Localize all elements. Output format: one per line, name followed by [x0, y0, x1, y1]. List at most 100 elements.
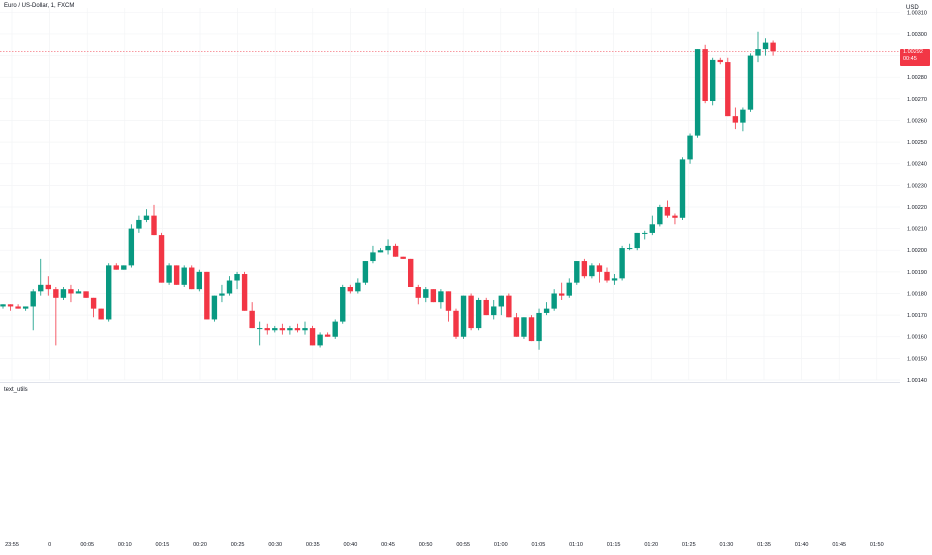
currency-label[interactable]: USD: [906, 5, 919, 11]
candle-body: [317, 334, 323, 346]
candle-body: [423, 289, 429, 298]
candle-body: [385, 245, 391, 251]
candle-body: [340, 287, 346, 322]
time-axis[interactable]: 23:55 0 00:05 00:10 00:15 00:20 00:25 00:30 00:3…: [5, 542, 884, 548]
candle-body: [53, 289, 59, 298]
candle-body: [664, 206, 671, 216]
candle-body: [113, 265, 119, 270]
price-tick-label: 1.00260: [907, 118, 927, 124]
indicator-label[interactable]: text_utils: [4, 387, 28, 393]
candle-body: [521, 317, 527, 337]
candle-body: [128, 228, 135, 266]
last-price-value: 1.00292: [903, 49, 923, 55]
candle-body: [400, 256, 406, 259]
candle-body: [649, 224, 655, 233]
candle-body: [219, 293, 225, 296]
candle-body: [22, 306, 29, 309]
candle-body: [604, 271, 610, 281]
time-tick-label: 01:30: [720, 542, 734, 548]
candle-body: [106, 265, 112, 320]
candle-body: [483, 299, 489, 316]
price-tick-label: 1.00230: [907, 183, 927, 189]
candle-body: [272, 328, 278, 331]
candle-body: [370, 252, 376, 262]
price-tick-label: 1.00240: [907, 162, 927, 168]
candle-body: [445, 291, 452, 311]
candle-body: [468, 295, 474, 329]
candle-body: [362, 261, 369, 283]
candle-body: [491, 306, 497, 316]
candle-body: [392, 245, 399, 257]
candle-body: [415, 287, 421, 298]
candle-body: [626, 248, 633, 250]
candle-body: [770, 42, 776, 52]
candle-body: [83, 291, 89, 298]
candle-body: [596, 265, 603, 272]
price-tick-label: 1.00310: [907, 10, 927, 16]
candle-body: [611, 278, 618, 281]
grid: [0, 8, 900, 381]
time-tick-label: 00:40: [344, 542, 358, 548]
candle-body: [332, 321, 338, 337]
time-tick-label: 00:55: [456, 542, 470, 548]
candle-body: [181, 267, 187, 285]
candle-body: [453, 310, 459, 337]
candles: [0, 31, 776, 350]
price-axis[interactable]: 1.00140 1.00150 1.00160 1.00170 1.00180 1.001…: [907, 10, 927, 384]
time-tick-label: 01:10: [569, 542, 583, 548]
last-price-badge: 1.00292 00:45: [900, 49, 930, 66]
candle-body: [679, 159, 686, 218]
candle-body: [136, 219, 142, 229]
time-tick-label: 00:20: [193, 542, 207, 548]
candle-body: [551, 293, 557, 309]
candle-body: [747, 55, 754, 110]
candle-body: [725, 62, 731, 117]
candle-body: [30, 291, 36, 307]
candle-body: [264, 328, 270, 331]
time-tick-label: 01:00: [494, 542, 508, 548]
time-tick-label: 01:05: [532, 542, 546, 548]
time-tick-label: 00:10: [118, 542, 132, 548]
candle-body: [559, 293, 565, 296]
candle-body: [241, 274, 248, 311]
candle-body: [528, 317, 535, 342]
candle-body: [249, 310, 255, 329]
candle-body: [347, 287, 353, 292]
candle-body: [740, 109, 746, 123]
candle-body: [158, 235, 165, 283]
time-tick-label: 00:50: [419, 542, 433, 548]
candle-body: [257, 328, 263, 330]
candle-body: [75, 291, 82, 294]
candle-body: [68, 289, 74, 294]
time-tick-label: 01:35: [757, 542, 771, 548]
candle-body: [166, 265, 172, 283]
candle-body: [574, 261, 580, 283]
time-tick-label: 01:50: [870, 542, 884, 548]
candle-body: [211, 295, 218, 320]
candle-body: [309, 328, 316, 346]
time-tick-label: 00:15: [156, 542, 170, 548]
symbol-title[interactable]: Euro / US-Dollar, 1, FXCM: [4, 3, 75, 9]
candle-body: [196, 271, 202, 290]
time-tick-label: 00:35: [306, 542, 320, 548]
candle-body: [279, 328, 286, 331]
candle-body: [581, 261, 588, 277]
price-tick-label: 1.00190: [907, 270, 927, 276]
candle-body: [408, 258, 414, 287]
candle-body: [45, 284, 51, 290]
candle-body: [15, 306, 21, 309]
candle-body: [710, 59, 716, 101]
candle-body: [98, 308, 104, 320]
candle-body: [642, 232, 648, 234]
price-tick-label: 1.00300: [907, 32, 927, 38]
candle-body: [498, 295, 504, 307]
candle-body: [234, 274, 240, 281]
candle-body: [90, 297, 97, 309]
candle-body: [226, 280, 233, 294]
price-tick-label: 1.00250: [907, 140, 927, 146]
price-tick-label: 1.00280: [907, 75, 927, 81]
time-tick-label: 01:25: [682, 542, 696, 548]
candle-body: [438, 291, 444, 303]
